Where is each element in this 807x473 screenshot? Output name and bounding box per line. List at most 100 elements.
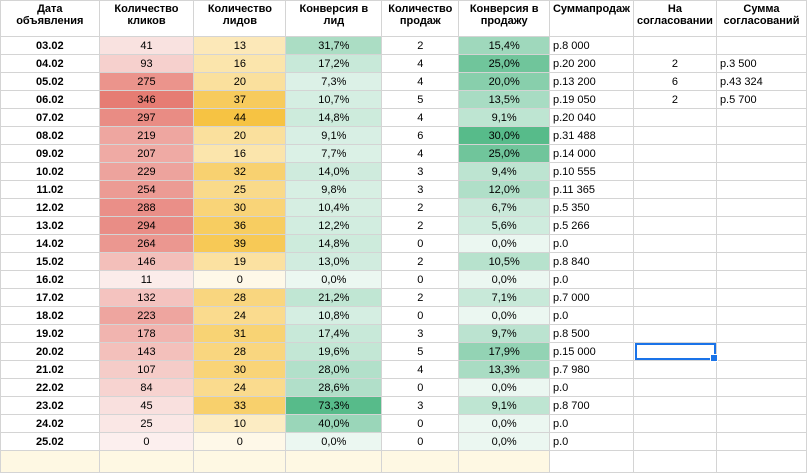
cell-pending[interactable]: 6 [632, 72, 717, 91]
cell-sales[interactable]: 2 [381, 252, 460, 271]
cell-conv-lead[interactable]: 12,2% [285, 216, 383, 235]
cell-date[interactable]: 23.02 [0, 396, 100, 415]
total-cell[interactable] [381, 450, 460, 473]
cell-pending-sum[interactable] [715, 270, 807, 289]
cell-conv-lead[interactable]: 17,2% [285, 54, 383, 73]
cell-conv-sale[interactable]: 9,4% [458, 162, 550, 181]
cell-clicks[interactable]: 41 [98, 36, 195, 55]
cell-conv-lead[interactable]: 31,7% [285, 36, 383, 55]
cell-conv-lead[interactable]: 0,0% [285, 432, 383, 451]
cell-date[interactable]: 04.02 [0, 54, 100, 73]
cell-date[interactable]: 11.02 [0, 180, 100, 199]
cell-sales[interactable]: 4 [381, 360, 460, 379]
total-cell[interactable] [548, 450, 634, 473]
cell-date[interactable]: 12.02 [0, 198, 100, 217]
cell-sales[interactable]: 4 [381, 54, 460, 73]
cell-conv-sale[interactable]: 12,0% [458, 180, 550, 199]
cell-date[interactable]: 08.02 [0, 126, 100, 145]
cell-pending-sum[interactable] [715, 306, 807, 325]
cell-pending-sum[interactable] [715, 288, 807, 307]
cell-clicks[interactable]: 229 [98, 162, 195, 181]
cell-pending[interactable] [632, 432, 717, 451]
cell-sum[interactable]: р.7 000 [548, 288, 634, 307]
cell-leads[interactable]: 24 [193, 378, 287, 397]
cell-sales[interactable]: 0 [381, 270, 460, 289]
cell-clicks[interactable]: 45 [98, 396, 195, 415]
cell-conv-lead[interactable]: 10,8% [285, 306, 383, 325]
cell-sum[interactable]: р.13 200 [548, 72, 634, 91]
cell-pending[interactable] [632, 126, 717, 145]
cell-conv-lead[interactable]: 21,2% [285, 288, 383, 307]
cell-sales[interactable]: 3 [381, 324, 460, 343]
cell-clicks[interactable]: 25 [98, 414, 195, 433]
cell-pending[interactable] [632, 252, 717, 271]
cell-date[interactable]: 18.02 [0, 306, 100, 325]
cell-pending-sum[interactable] [715, 234, 807, 253]
cell-conv-lead[interactable]: 9,8% [285, 180, 383, 199]
header-sum[interactable]: Суммапродаж [548, 0, 634, 37]
cell-date[interactable]: 03.02 [0, 36, 100, 55]
cell-conv-sale[interactable]: 0,0% [458, 270, 550, 289]
cell-pending[interactable] [632, 162, 717, 181]
cell-conv-lead[interactable]: 17,4% [285, 324, 383, 343]
cell-sum[interactable]: р.8 840 [548, 252, 634, 271]
cell-clicks[interactable]: 178 [98, 324, 195, 343]
cell-pending-sum[interactable] [715, 360, 807, 379]
cell-leads[interactable]: 37 [193, 90, 287, 109]
cell-clicks[interactable]: 219 [98, 126, 195, 145]
cell-pending-sum[interactable] [715, 108, 807, 127]
cell-conv-sale[interactable]: 25,0% [458, 54, 550, 73]
cell-leads[interactable]: 36 [193, 216, 287, 235]
cell-pending[interactable] [632, 180, 717, 199]
header-conv-sale[interactable]: Конверсия в продажу [458, 0, 550, 37]
cell-pending[interactable] [632, 36, 717, 55]
cell-pending-sum[interactable] [715, 252, 807, 271]
total-cell[interactable] [632, 450, 717, 473]
cell-clicks[interactable]: 107 [98, 360, 195, 379]
cell-pending-sum[interactable] [715, 378, 807, 397]
cell-conv-sale[interactable]: 0,0% [458, 306, 550, 325]
cell-leads[interactable]: 0 [193, 270, 287, 289]
cell-sum[interactable]: р.31 488 [548, 126, 634, 145]
cell-conv-sale[interactable]: 0,0% [458, 432, 550, 451]
cell-conv-sale[interactable]: 20,0% [458, 72, 550, 91]
cell-date[interactable]: 25.02 [0, 432, 100, 451]
cell-pending-sum[interactable] [715, 324, 807, 343]
cell-leads[interactable]: 44 [193, 108, 287, 127]
cell-leads[interactable]: 25 [193, 180, 287, 199]
cell-sum[interactable]: р.5 350 [548, 198, 634, 217]
cell-sum[interactable]: р.0 [548, 270, 634, 289]
cell-sales[interactable]: 4 [381, 108, 460, 127]
cell-pending[interactable] [632, 216, 717, 235]
cell-sales[interactable]: 2 [381, 36, 460, 55]
cell-sales[interactable]: 3 [381, 396, 460, 415]
header-pending[interactable]: На согласовании [632, 0, 717, 37]
cell-clicks[interactable]: 0 [98, 432, 195, 451]
cell-date[interactable]: 20.02 [0, 342, 100, 361]
cell-conv-sale[interactable]: 30,0% [458, 126, 550, 145]
cell-conv-sale[interactable]: 13,3% [458, 360, 550, 379]
cell-pending-sum[interactable] [715, 180, 807, 199]
total-cell[interactable] [98, 450, 195, 473]
cell-sales[interactable]: 0 [381, 414, 460, 433]
cell-pending-sum[interactable] [715, 162, 807, 181]
cell-date[interactable]: 13.02 [0, 216, 100, 235]
cell-sales[interactable]: 5 [381, 342, 460, 361]
cell-clicks[interactable]: 254 [98, 180, 195, 199]
cell-pending-sum[interactable] [715, 342, 807, 361]
cell-sum[interactable]: р.7 980 [548, 360, 634, 379]
cell-conv-sale[interactable]: 0,0% [458, 414, 550, 433]
cell-leads[interactable]: 30 [193, 198, 287, 217]
cell-sum[interactable]: р.15 000 [548, 342, 634, 361]
cell-date[interactable]: 17.02 [0, 288, 100, 307]
header-sales[interactable]: Количество продаж [381, 0, 460, 37]
cell-sum[interactable]: р.0 [548, 306, 634, 325]
cell-sum[interactable]: р.0 [548, 414, 634, 433]
cell-leads[interactable]: 13 [193, 36, 287, 55]
cell-sum[interactable]: р.20 040 [548, 108, 634, 127]
cell-conv-sale[interactable]: 0,0% [458, 234, 550, 253]
cell-pending[interactable] [632, 288, 717, 307]
cell-sales[interactable]: 0 [381, 378, 460, 397]
cell-conv-sale[interactable]: 10,5% [458, 252, 550, 271]
cell-clicks[interactable]: 146 [98, 252, 195, 271]
